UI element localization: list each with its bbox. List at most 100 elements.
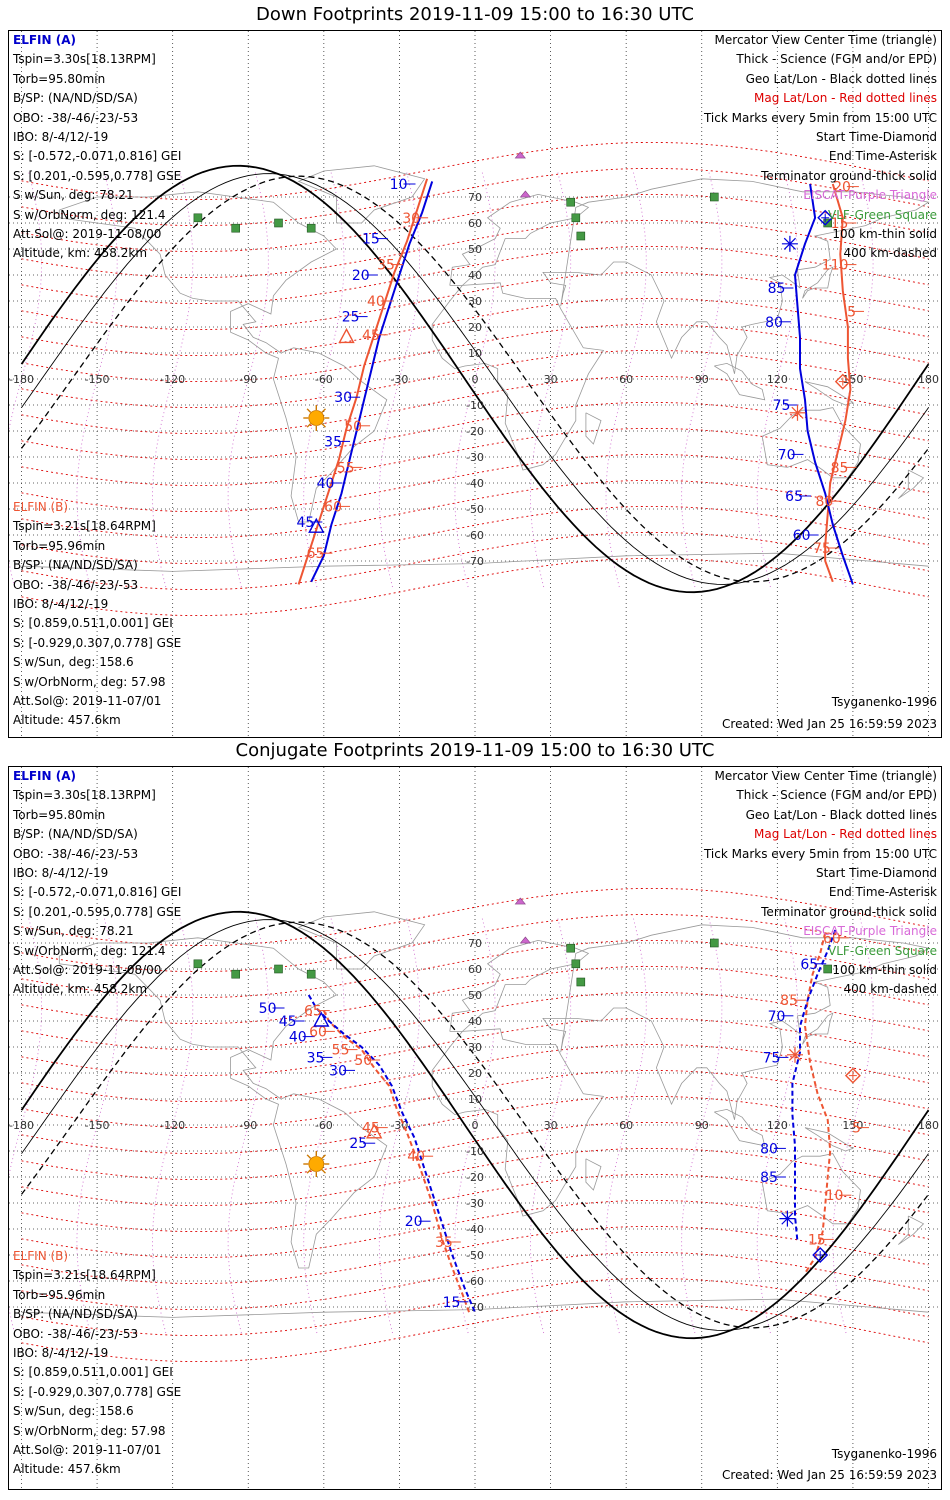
elfin-b-line: Att.Sol@: 2019-11-07/01 (13, 693, 162, 708)
coastline (542, 178, 930, 374)
lat-label: -60 (466, 529, 484, 542)
mag-meridian (832, 916, 874, 1334)
lat-label: 50 (468, 243, 482, 256)
elfin-a-end-asterisk (783, 237, 796, 250)
vlf-square (571, 213, 581, 223)
legend-item: Tick Marks every 5min from 15:00 UTC (703, 846, 937, 861)
elfin-b-time-label: 65 (304, 1004, 322, 1020)
elfin-b-start-diamond (834, 373, 851, 390)
legend-top: Mercator View Center Time (triangle) Thi… (704, 31, 937, 264)
elfin-a-time-label: 70 (778, 447, 796, 463)
eiscat-triangle (514, 151, 526, 159)
mag-meridian (756, 916, 798, 1334)
elfin-b-info-bottom: ELFIN (B) Tspin=3.21s[18.64RPM] Torb=95.… (13, 1247, 181, 1480)
coastline (449, 939, 590, 1032)
elfin-a-line: IBO: 8/-4/12/-19 (13, 865, 109, 880)
vlf-square (231, 969, 240, 979)
terminator-ground (20, 910, 930, 1340)
sun-ray (306, 408, 312, 413)
lat-label: 70 (468, 191, 482, 204)
lat-label: -70 (466, 555, 484, 568)
lat-label: -10 (466, 1145, 484, 1158)
legend-item: Start Time-Diamond (815, 865, 937, 880)
legend-bottom: Mercator View Center Time (triangle) Thi… (704, 767, 937, 1000)
elfin-b-time-label: 30 (402, 211, 420, 227)
legend-item: End Time-Asterisk (828, 149, 937, 164)
elfin-a-line: S: [-0.572,-0.071,0.816] GEI (13, 885, 182, 900)
lon-label: -60 (315, 373, 333, 386)
panel2-map[interactable]: -180 -150 -120 -90 -60 -30 0 30 60 90 120 150 180 70 6… (8, 766, 942, 1490)
elfin-b-end-asterisk (788, 1048, 802, 1061)
legend-item: Geo Lat/Lon - Black dotted lines (745, 807, 937, 822)
elfin-a-line: B/SP: (NA/ND/SD/SA) (13, 91, 138, 106)
elfin-b-name: ELFIN (B) (13, 500, 69, 514)
legend-item: Mag Lat/Lon - Red dotted lines (753, 91, 937, 106)
legend-item: EISCAT-Purple Triangle (803, 924, 937, 939)
coastline (58, 937, 388, 1269)
model-label: Tsyganenko-1996 (831, 1447, 937, 1461)
panel2-title: Conjugate Footprints 2019-11-09 15:00 to… (235, 740, 715, 761)
legend-item: Thick - Science (FGM and/or EPD) (736, 52, 937, 67)
sun-ray (321, 1154, 326, 1159)
lon-label: -90 (239, 373, 257, 386)
elfin-b-track (824, 183, 852, 583)
lat-label: 40 (468, 1015, 482, 1028)
legend-item: Geo Lat/Lon - Black dotted lines (745, 71, 937, 86)
mag-meridian (76, 170, 118, 588)
vlf-square (306, 223, 316, 233)
vlf-square (566, 943, 576, 953)
mag-meridian (605, 916, 647, 1334)
elfin-b-line: IBO: 8/-4/12/-19 (13, 596, 109, 611)
elfin-b-line: B/SP: (NA/ND/SD/SA) (13, 558, 138, 573)
elfin-a-line: Att.Sol@: 2019-11-08/00 (13, 962, 162, 977)
elfin-a-time-label: 85 (768, 281, 786, 297)
lat-label: 60 (468, 217, 482, 230)
panel1-title: Down Footprints 2019-11-09 15:00 to 16:3… (256, 4, 694, 25)
vlf-square (274, 964, 283, 974)
panel1-map[interactable]: -180 -150 -120 -90 -60 -30 0 30 60 90 120 150 180 70 6… (8, 30, 942, 738)
lon-label: 180 (918, 373, 939, 386)
coastline (542, 924, 930, 1120)
legend-item: Terminator ground-thick solid (761, 168, 937, 183)
mag-meridian (227, 170, 269, 588)
sun-ray (321, 408, 326, 413)
elfin-b-time-label: 60 (309, 1024, 327, 1040)
coastline (898, 469, 925, 499)
coastline (297, 911, 426, 970)
elfin-b-line: S w/OrbNorm, deg: 57.98 (13, 674, 166, 689)
legend-item: Thick - Science (FGM and/or EPD) (736, 788, 937, 803)
vlf-square (274, 218, 283, 228)
elfin-b-center-triangle (338, 327, 355, 344)
legend-item: 100 km-thin solid (832, 962, 937, 977)
elfin-a-line: Altitude, km: 458.2km (13, 982, 148, 997)
lat-label: -50 (466, 1249, 484, 1262)
elfin-a-line: S w/Sun, deg: 78.21 (13, 188, 134, 203)
elfin-a-time-label: 65 (785, 489, 803, 505)
elfin-b-time-label: 85 (780, 993, 798, 1009)
elfin-b-line: S w/Sun, deg: 158.6 (13, 1404, 134, 1419)
lat-label: 10 (468, 347, 482, 360)
elfin-b-time-label: 15 (808, 1232, 826, 1248)
lat-label: -20 (466, 1171, 484, 1184)
elfin-a-name: ELFIN (A) (13, 769, 76, 783)
elfin-b-name: ELFIN (B) (13, 1249, 69, 1263)
lon-label: 120 (767, 1119, 788, 1132)
elfin-a-track (307, 994, 476, 1313)
mag-meridian (152, 916, 194, 1334)
lon-label: 0 (472, 373, 479, 386)
lat-label: -60 (466, 1275, 484, 1288)
sun-ray (321, 1169, 326, 1174)
created-label: Created: Wed Jan 25 16:59:59 2023 (722, 717, 937, 731)
elfin-b-line: B/SP: (NA/ND/SD/SA) (13, 1307, 138, 1322)
elfin-a-line: B/SP: (NA/ND/SD/SA) (13, 827, 138, 842)
elfin-a-track (793, 183, 854, 585)
mag-meridian (378, 170, 421, 588)
terminator-ground (20, 164, 930, 594)
elfin-a-time-label: 75 (773, 398, 791, 414)
elfin-b-line: Torb=95.96min (13, 1287, 106, 1302)
elfin-a-time-label: 80 (760, 1141, 778, 1157)
legend-item: End Time-Asterisk (828, 885, 937, 900)
coastline (431, 1028, 605, 1217)
lon-label: 60 (619, 373, 633, 386)
mag-meridian (378, 916, 421, 1334)
